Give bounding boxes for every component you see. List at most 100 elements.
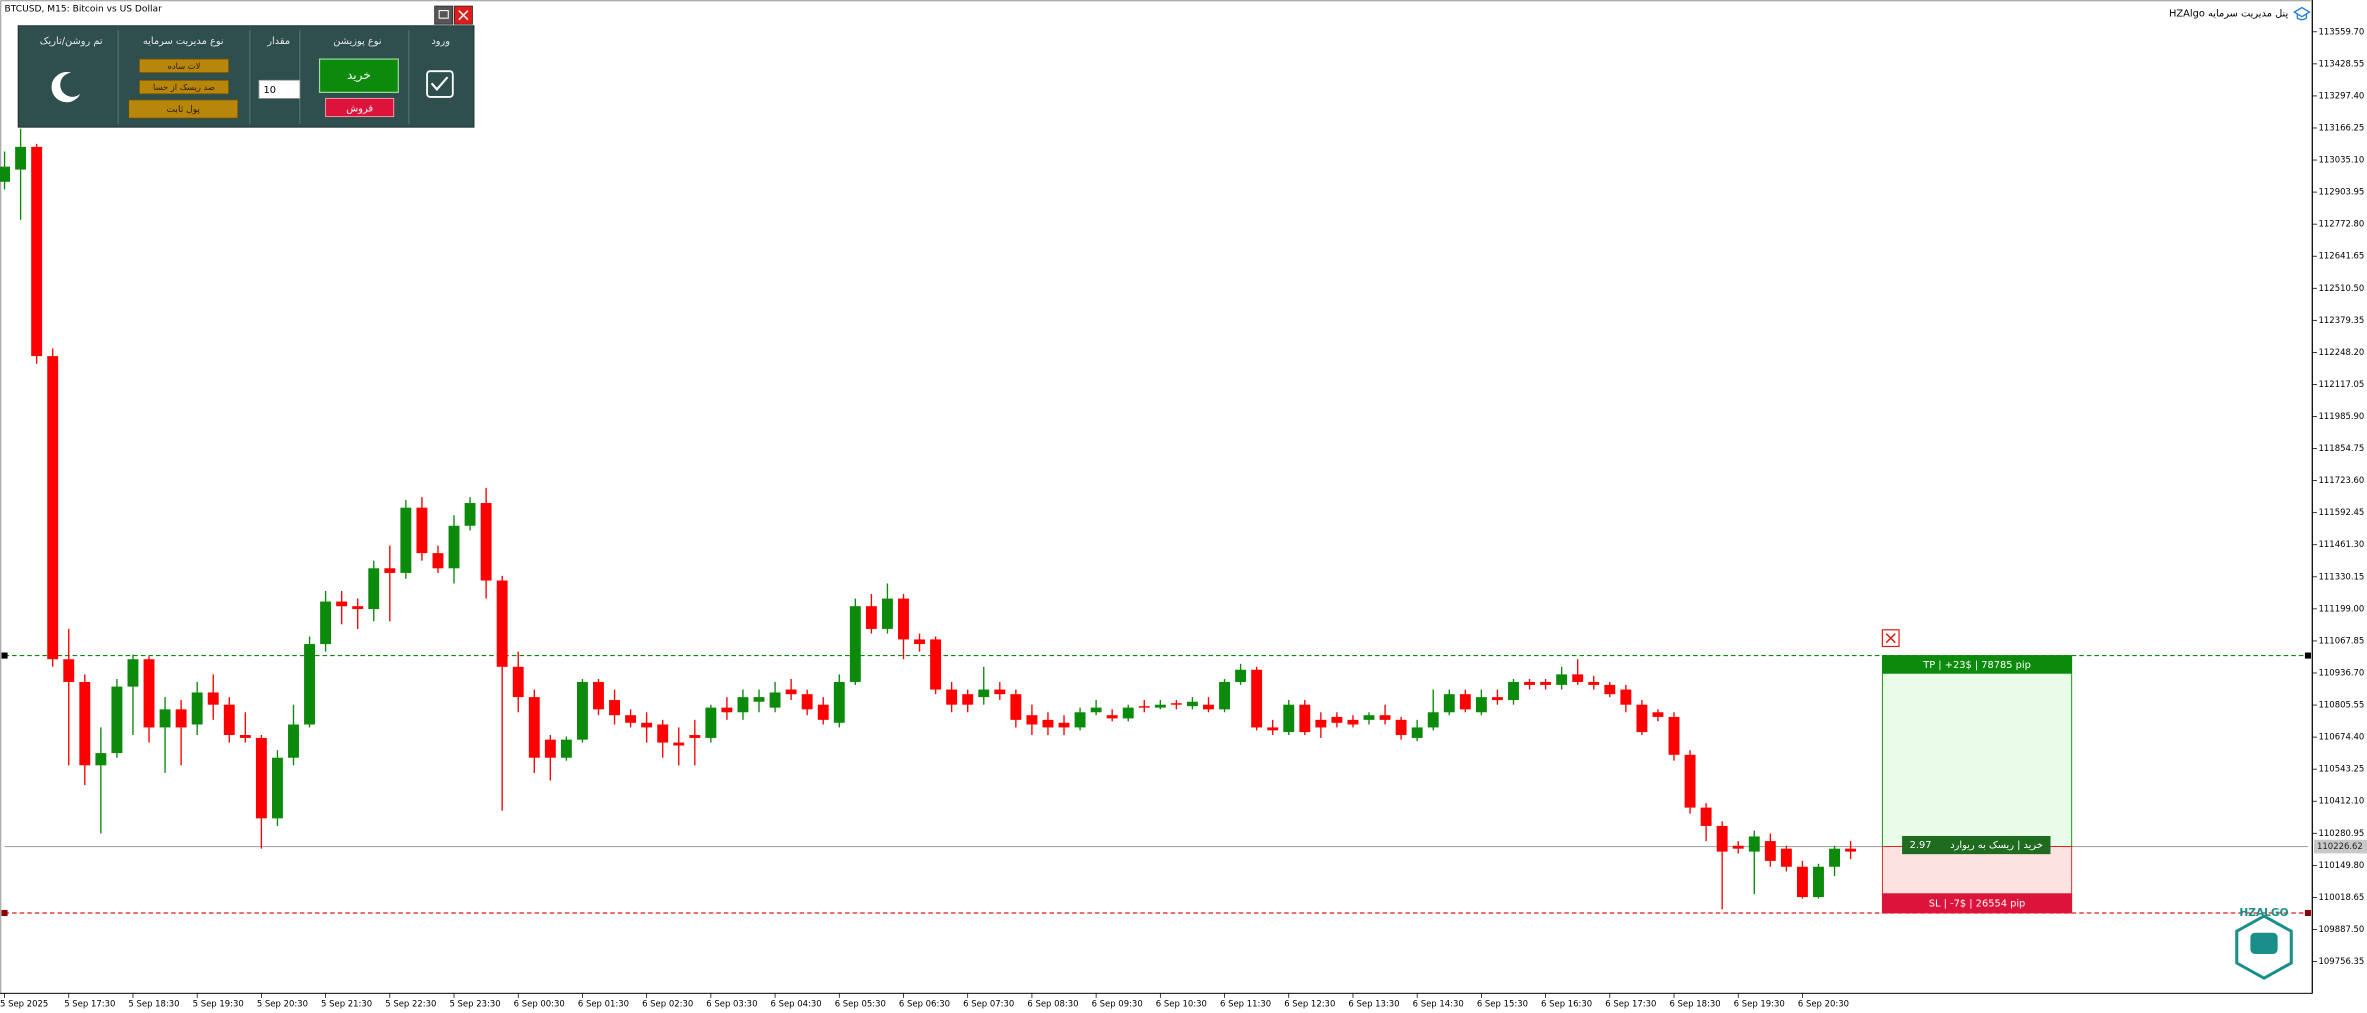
y-tick-label: 110674.40 (2319, 732, 2365, 742)
candle-body (496, 580, 508, 667)
candle-body (464, 503, 476, 526)
logo-face (2250, 932, 2278, 954)
candle-body (320, 601, 332, 645)
tp-header (1882, 655, 2072, 674)
restore-icon (438, 10, 449, 19)
candle-body (0, 166, 10, 182)
candle-body (1203, 704, 1214, 710)
candle-body (79, 681, 91, 766)
x-tick-label: 6 Sep 20:30 (1798, 998, 1849, 1008)
y-tick-label: 112248.20 (2319, 347, 2365, 357)
candle-body (673, 742, 685, 746)
sell-button[interactable] (325, 97, 395, 118)
candle-body (1813, 866, 1824, 898)
level-handle (1, 909, 8, 916)
mode-fixed-button[interactable] (128, 99, 239, 119)
candle-body (175, 709, 187, 728)
y-tick-label: 113035.10 (2319, 155, 2365, 165)
theme-moon[interactable] (51, 72, 81, 103)
candle-body (1540, 681, 1552, 685)
candle-body (127, 659, 139, 687)
candle-body (609, 700, 620, 716)
candle-body (1427, 712, 1439, 728)
x-tick-label: 6 Sep 19:30 (1734, 998, 1785, 1008)
header-theme: تم روشن/تاریک (40, 36, 103, 47)
tp-zone (1881, 655, 2073, 848)
y-tick-label: 113297.40 (2319, 90, 2365, 100)
buy-button[interactable] (318, 58, 399, 93)
candle-body (1219, 681, 1230, 710)
y-tick-label: 111592.45 (2319, 507, 2365, 517)
candle-body (1829, 848, 1840, 867)
x-tick-label: 6 Sep 02:30 (642, 998, 693, 1008)
candle-body (1186, 701, 1198, 707)
candle-body (753, 697, 765, 702)
candle-body (352, 606, 364, 610)
candle-body (1347, 719, 1359, 725)
y-tick-label: 110412.10 (2319, 796, 2365, 806)
candle-body (47, 356, 59, 660)
candle-body (1010, 694, 1022, 720)
candle-body (1267, 727, 1279, 731)
candle-body (1283, 704, 1295, 733)
candle-body (785, 689, 797, 695)
header-entry: ورود (431, 36, 450, 47)
candle-body (31, 146, 43, 357)
candle-body (368, 568, 380, 610)
candle-body (1395, 719, 1407, 736)
candle-body (1331, 716, 1343, 723)
amount-input[interactable] (258, 79, 301, 99)
restore-button[interactable] (434, 5, 454, 25)
y-tick-label: 110543.25 (2319, 764, 2365, 774)
candle-body (721, 707, 733, 713)
candle-body (657, 724, 669, 743)
candle-body (1572, 674, 1584, 682)
candle-body (1748, 836, 1760, 852)
candle-body (1475, 697, 1487, 713)
candle-body (817, 704, 829, 720)
x-tick-label: 6 Sep 15:30 (1477, 998, 1528, 1008)
candle-body (705, 707, 717, 738)
mode-risk-button[interactable] (138, 79, 230, 95)
candle-body (1845, 848, 1857, 852)
x-tick-label: 6 Sep 01:30 (578, 998, 629, 1008)
candle-body (400, 507, 412, 573)
control-panel: ورود نوع پوزیشن مقدار نوع مدیریت سرمایه … (17, 5, 475, 128)
box-close-icon (1885, 633, 1896, 644)
candle-body (849, 606, 861, 682)
candle-body (833, 681, 845, 723)
candle-body (801, 694, 813, 710)
candle-body (448, 525, 460, 569)
x-tick-label: 5 Sep 23:30 (449, 998, 500, 1008)
y-tick-label: 113166.25 (2319, 122, 2365, 132)
level-handle (1, 652, 8, 659)
candle-body (930, 639, 942, 690)
sl-header (1882, 893, 2072, 913)
y-tick-label: 109887.50 (2319, 924, 2365, 934)
x-tick-label: 6 Sep 05:30 (835, 998, 886, 1008)
y-tick-label: 112641.65 (2319, 251, 2365, 261)
rr-value: 2.97 (1910, 840, 1932, 851)
entry-checkbox[interactable] (426, 70, 454, 98)
y-tick-label: 111985.90 (2319, 411, 2365, 421)
level-handle (2304, 652, 2311, 659)
header-amount: مقدار (266, 36, 290, 47)
y-tick-label: 111330.15 (2319, 571, 2365, 581)
symbol-label: BTCUSD, M15: Bitcoin vs US Dollar (5, 5, 163, 15)
candle-body (1524, 681, 1535, 685)
mode-lot-button[interactable] (138, 58, 230, 74)
logo: HZALGO (2235, 907, 2293, 980)
y-tick-label: 110018.65 (2319, 892, 2365, 902)
candle-body (336, 601, 348, 607)
logo-text: HZALGO (2239, 907, 2288, 919)
candle-body (512, 666, 524, 698)
x-tick-label: 6 Sep 18:30 (1669, 998, 1720, 1008)
candle-body (207, 692, 219, 705)
x-tick-label: 6 Sep 16:30 (1541, 998, 1592, 1008)
x-tick-label: 6 Sep 08:30 (1027, 998, 1078, 1008)
mode-risk-label: صد ریسک از حسا (153, 82, 215, 92)
candle-body (576, 681, 588, 740)
candle-body (1299, 704, 1311, 733)
candle-body (159, 709, 171, 728)
candle-body (1026, 715, 1038, 725)
